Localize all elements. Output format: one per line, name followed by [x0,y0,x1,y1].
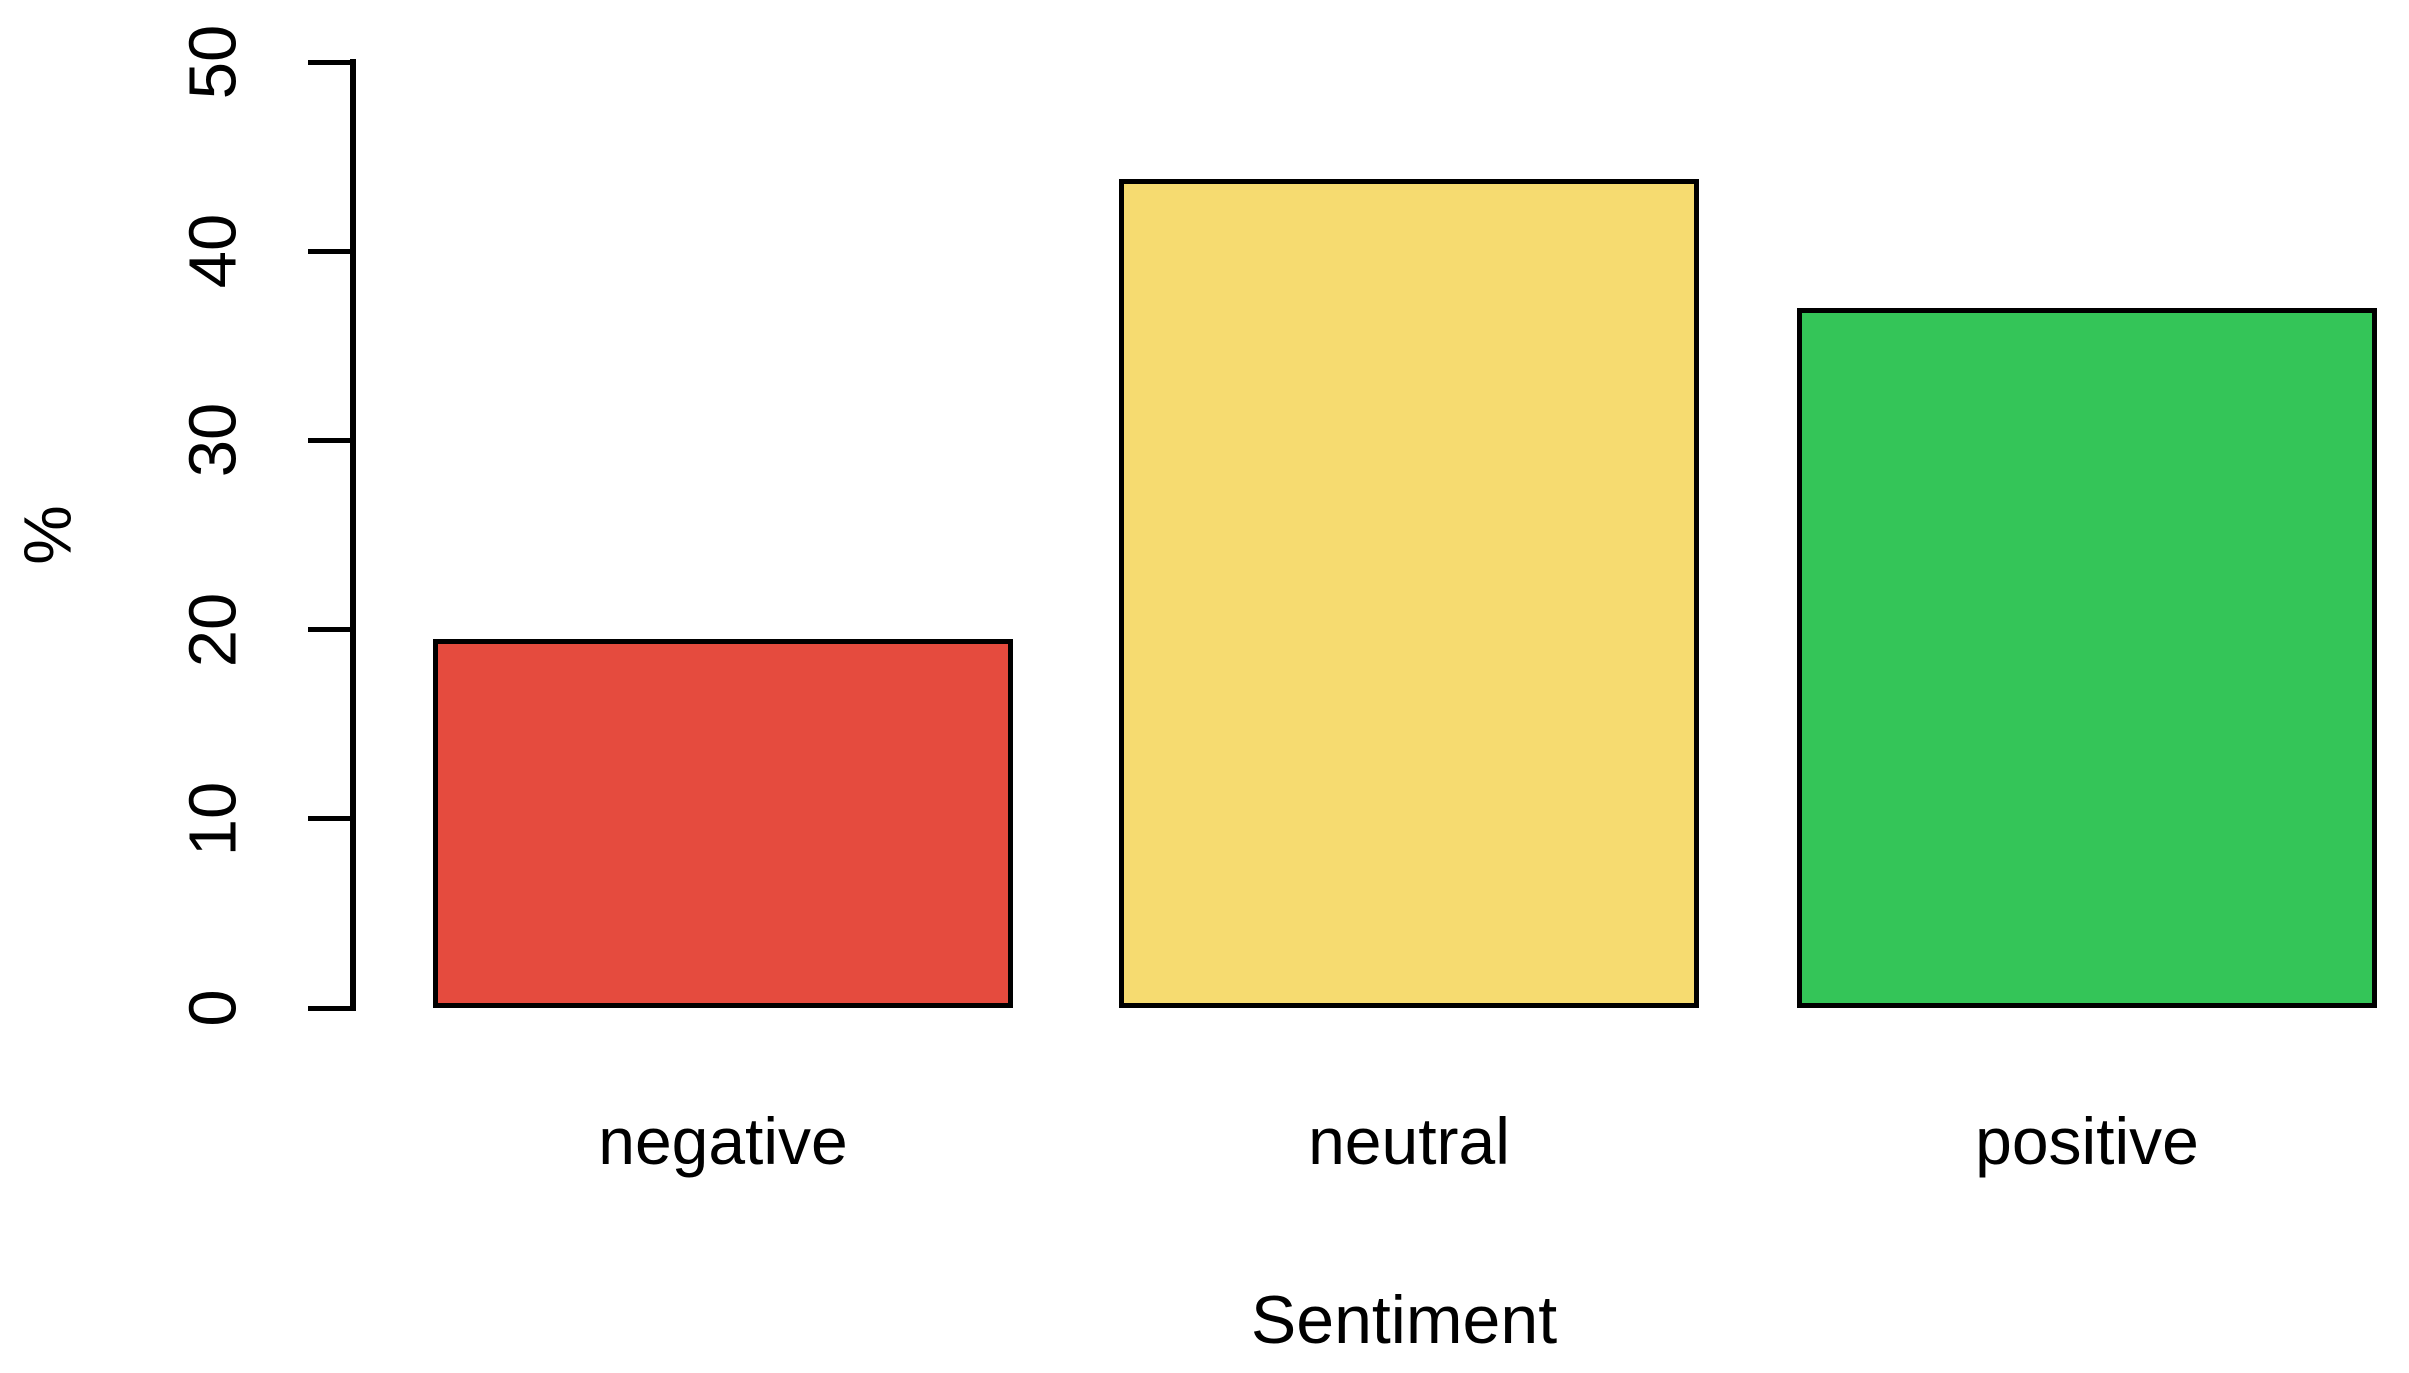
y-axis-title: % [10,505,86,565]
y-axis-tick-label: 10 [175,781,251,857]
y-axis-tick-label: 50 [175,24,251,100]
bar-positive [1797,307,2377,1008]
y-axis-tick [308,248,356,254]
y-axis-tick [308,627,356,633]
y-axis-tick-label: 20 [175,592,251,667]
bar-negative [433,639,1013,1008]
y-axis-tick [308,816,356,822]
x-category-label-negative: negative [598,1104,848,1178]
y-axis-tick [308,1005,356,1011]
y-axis-line [350,59,356,1011]
x-category-label-neutral: neutral [1308,1104,1510,1178]
y-axis-tick-label: 30 [175,403,251,478]
y-axis-tick-label: 0 [175,989,251,1027]
y-axis-tick [308,59,356,65]
x-axis-title: Sentiment [1250,1282,1558,1358]
y-axis-tick [308,437,356,443]
bar-neutral [1119,179,1699,1008]
x-category-label-positive: positive [1975,1104,2199,1178]
y-axis-tick-label: 40 [175,213,251,289]
